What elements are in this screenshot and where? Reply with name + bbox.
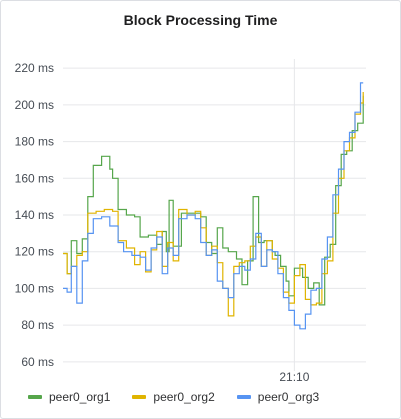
x-tick-label: 21:10 [279,370,309,381]
plot-area[interactable]: 60 ms 80 ms 100 ms 120 ms 140 ms 160 ms 180 ms… [1,1,400,381]
series-line-peer0-org3[interactable] [63,82,364,330]
legend-label: peer0_org2 [153,390,215,404]
legend-item-peer0-org1[interactable]: peer0_org1 [28,390,110,404]
y-tick-label: 60 ms [21,355,54,369]
legend-item-peer0-org3[interactable]: peer0_org3 [236,390,320,404]
series-line-peer0-org1[interactable] [63,95,364,306]
legend-swatch [28,395,42,399]
legend: peer0_org1 peer0_org2 peer0_org3 [28,390,319,404]
y-tick-label: 160 ms [15,171,54,185]
legend-swatch [236,395,251,399]
y-tick-label: 100 ms [15,281,54,295]
y-tick-label: 200 ms [15,98,54,112]
legend-label: peer0_org3 [257,390,320,404]
y-tick-label: 220 ms [15,61,54,75]
panel-title: Block Processing Time [123,12,278,28]
y-tick-label: 140 ms [15,208,54,222]
y-tick-label: 120 ms [15,245,54,259]
legend-label: peer0_org1 [49,390,111,404]
legend-swatch [132,395,147,399]
legend-item-peer0-org2[interactable]: peer0_org2 [132,390,215,404]
y-tick-label: 180 ms [15,135,54,149]
y-tick-label: 80 ms [21,318,54,332]
